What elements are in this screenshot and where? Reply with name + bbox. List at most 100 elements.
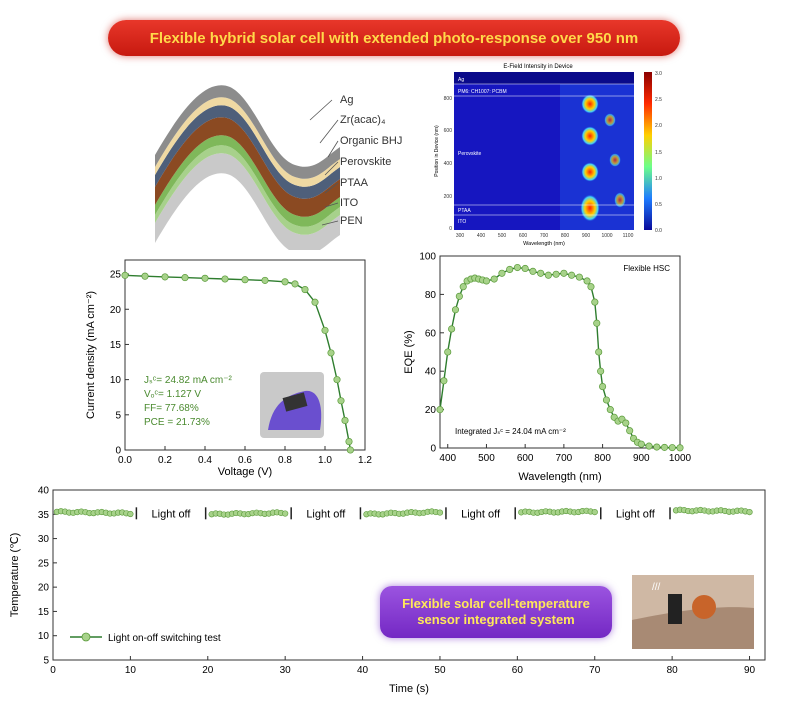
eqe-data-point bbox=[622, 419, 630, 427]
eqe-data-point bbox=[529, 267, 537, 275]
sensor-photo: /// bbox=[632, 575, 754, 649]
eqe-data-point bbox=[602, 396, 611, 404]
region-label: PM6: CH1007: PCBM bbox=[458, 89, 507, 95]
eqe-data-point bbox=[645, 442, 653, 450]
eqe-data-point bbox=[583, 277, 591, 285]
eqe-ytick-label: 80 bbox=[425, 290, 437, 301]
region-label: Perovskite bbox=[458, 151, 482, 157]
jv-ytick-label: 5 bbox=[115, 410, 121, 421]
eqe-data-point bbox=[626, 427, 634, 435]
temp-data-point bbox=[127, 510, 134, 518]
layer-label: PTAA bbox=[340, 177, 369, 189]
light-off-label: Light off bbox=[306, 508, 346, 520]
light-off-label: Light off bbox=[461, 508, 501, 520]
device-photo bbox=[260, 372, 324, 438]
temperature-chart: 0 10 20 30 40 50 60 70 80 90 5 10 15 20 25 30 35 40 Light… bbox=[9, 486, 766, 695]
eqe-data-point bbox=[544, 271, 552, 279]
eqe-data-point bbox=[676, 444, 684, 452]
jv-data-point bbox=[121, 271, 129, 279]
eqe-data-point bbox=[440, 377, 448, 385]
temp-legend-label: Light on-off switching test bbox=[108, 633, 221, 644]
colorbar-tick: 2.0 bbox=[655, 123, 662, 129]
eqe-xtick-label: 700 bbox=[556, 453, 573, 464]
jv-data-point bbox=[281, 278, 289, 286]
jv-parameters: Jₛᶜ= 24.82 mA cm⁻² Vₒᶜ= 1.127 V FF= 77.6… bbox=[144, 375, 233, 428]
jv-data-point bbox=[311, 298, 319, 306]
heatmap-xtick: 600 bbox=[519, 233, 528, 239]
layer-leaders bbox=[309, 99, 339, 226]
jv-data-point bbox=[261, 276, 269, 284]
legend-marker bbox=[81, 632, 91, 642]
jv-data-point bbox=[201, 274, 209, 282]
eqe-chart: 400 500 600 700 800 900 1000 0 20 40 60 80 100 Flexi… bbox=[403, 252, 692, 484]
eqe-ytick-label: 20 bbox=[425, 405, 437, 416]
callout-line-1: Flexible solar cell-temperature bbox=[402, 596, 590, 611]
temp-data-point bbox=[591, 508, 598, 516]
heatmap-xlabel: Wavelength (nm) bbox=[523, 241, 565, 247]
temp-xlabel: Time (s) bbox=[389, 683, 429, 695]
jv-ytick-label: 10 bbox=[110, 375, 122, 386]
temp-ytick-label: 5 bbox=[43, 656, 49, 667]
heatmap-ytick: 200 bbox=[444, 194, 453, 200]
layer-label: Perovskite bbox=[340, 156, 391, 168]
region-label: ITO bbox=[458, 219, 466, 225]
jsc-value: Jₛᶜ= 24.82 mA cm⁻² bbox=[144, 375, 233, 386]
jv-ylabel: Current density (mA cm⁻²) bbox=[85, 291, 97, 419]
temp-xtick-label: 80 bbox=[667, 665, 679, 676]
colorbar-tick: 2.5 bbox=[655, 97, 662, 103]
jv-data-point bbox=[291, 280, 299, 288]
eqe-data-point bbox=[597, 367, 605, 375]
eqe-data-point bbox=[575, 273, 583, 281]
eqe-data-point bbox=[606, 406, 614, 414]
efield-heatmap: E-Field Intensity in Device Ag PM6: CH10… bbox=[434, 64, 662, 247]
eqe-data-point bbox=[521, 264, 529, 273]
region-label: Ag bbox=[458, 77, 464, 83]
jv-xtick-label: 0.4 bbox=[198, 455, 212, 466]
heatmap-title: E-Field Intensity in Device bbox=[503, 64, 573, 70]
temp-data-point bbox=[746, 508, 753, 516]
jv-ytick-label: 20 bbox=[110, 305, 122, 316]
eqe-plot-frame bbox=[439, 255, 681, 449]
jv-xlabel: Voltage (V) bbox=[218, 466, 272, 478]
temp-xtick-label: 50 bbox=[434, 665, 446, 676]
heatmap-ytick: 400 bbox=[444, 161, 453, 167]
eqe-ytick-label: 60 bbox=[425, 328, 437, 339]
temp-xtick-label: 90 bbox=[744, 665, 756, 676]
layer-label: Ag bbox=[340, 94, 353, 106]
heatmap-xtick: 900 bbox=[582, 233, 591, 239]
eqe-data-point bbox=[587, 283, 595, 291]
eqe-data-point bbox=[482, 277, 491, 285]
eqe-xtick-label: 500 bbox=[478, 453, 495, 464]
eqe-integrated-jsc: Integrated Jₛᶜ = 24.04 mA cm⁻² bbox=[455, 427, 566, 436]
temp-data-point bbox=[436, 509, 444, 516]
eqe-ytick-label: 100 bbox=[419, 252, 436, 263]
eqe-data-point bbox=[668, 444, 676, 452]
jv-data-point bbox=[141, 272, 149, 280]
jv-data-point bbox=[161, 273, 169, 281]
jv-data-point bbox=[341, 416, 349, 424]
heatmap-ytick: 800 bbox=[444, 96, 453, 102]
title-banner: Flexible hybrid solar cell with extended… bbox=[108, 20, 680, 56]
jv-data-point bbox=[221, 275, 229, 283]
light-off-label: Light off bbox=[152, 508, 192, 520]
temp-ytick-label: 25 bbox=[38, 558, 50, 569]
colorbar-tick: 0.5 bbox=[655, 202, 662, 208]
svg-text:///: /// bbox=[652, 582, 661, 593]
eqe-data-point bbox=[568, 271, 576, 279]
temp-ylabel: Temperature (℃) bbox=[9, 533, 21, 618]
jv-data-point bbox=[327, 349, 335, 357]
layer-stack bbox=[155, 85, 340, 250]
jv-xtick-label: 0.6 bbox=[238, 455, 252, 466]
eqe-data-point bbox=[436, 406, 444, 414]
integrated-system-callout: Flexible solar cell-temperature sensor i… bbox=[380, 586, 612, 638]
jv-data-point bbox=[333, 376, 341, 384]
heatmap-xtick: 300 bbox=[456, 233, 465, 239]
ff-value: FF= 77.68% bbox=[144, 403, 199, 414]
temp-xtick-label: 60 bbox=[512, 665, 524, 676]
temp-ytick-label: 10 bbox=[38, 631, 50, 642]
jv-xtick-label: 0.0 bbox=[118, 455, 132, 466]
eqe-xtick-label: 900 bbox=[633, 453, 650, 464]
eqe-data-point bbox=[448, 325, 456, 333]
temp-xtick-label: 20 bbox=[202, 665, 214, 676]
jv-curve-chart: 0.0 0.2 0.4 0.6 0.8 1.0 1.2 0 5 10 15 20 25 Jₛᶜ= 24.… bbox=[85, 259, 372, 478]
